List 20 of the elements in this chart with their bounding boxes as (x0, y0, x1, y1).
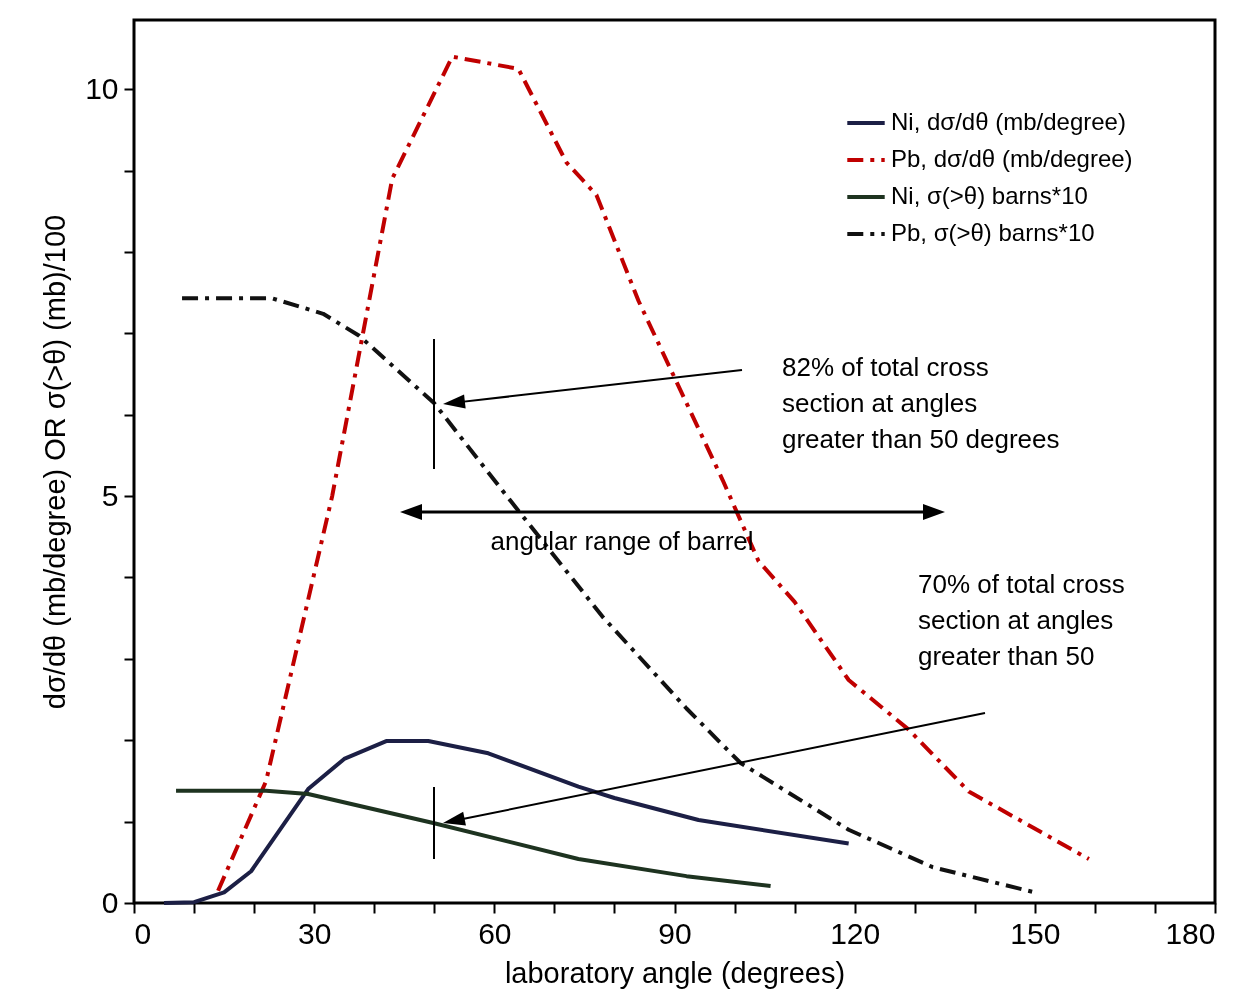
x-tick-label: 30 (297, 916, 332, 950)
legend-label: Ni, σ(>θ) barns*10 (891, 182, 1088, 209)
x-tick-label: 150 (1010, 916, 1061, 950)
y-tick-label: 10 (85, 71, 119, 105)
x-tick-label: 60 (478, 916, 512, 950)
x-tick-label: 0 (134, 916, 152, 950)
x-axis-title: laboratory angle (degrees) (504, 956, 846, 989)
annotation: 82% of total cross section at angles greater than 50 degrees (782, 352, 1060, 454)
y-tick-label: 5 (101, 478, 119, 512)
line-series (174, 788, 773, 888)
line-series (162, 739, 851, 905)
annotation: 70% of total cross section at angles greater than 50 (918, 569, 1125, 671)
y-axis-title: dσ/dθ (mb/degree) OR σ(>θ) (mb)/100 (39, 214, 72, 710)
legend-label: Ni, dσ/dθ (mb/degree) (891, 108, 1126, 135)
x-tick-label: 90 (658, 916, 692, 950)
legend-label: Pb, σ(>θ) barns*10 (891, 219, 1095, 246)
y-tick-label: 0 (101, 885, 119, 919)
legend-label: Pb, dσ/dθ (mb/degree) (891, 145, 1133, 172)
x-tick-label: 180 (1165, 916, 1216, 950)
x-tick-label: 120 (830, 916, 881, 950)
